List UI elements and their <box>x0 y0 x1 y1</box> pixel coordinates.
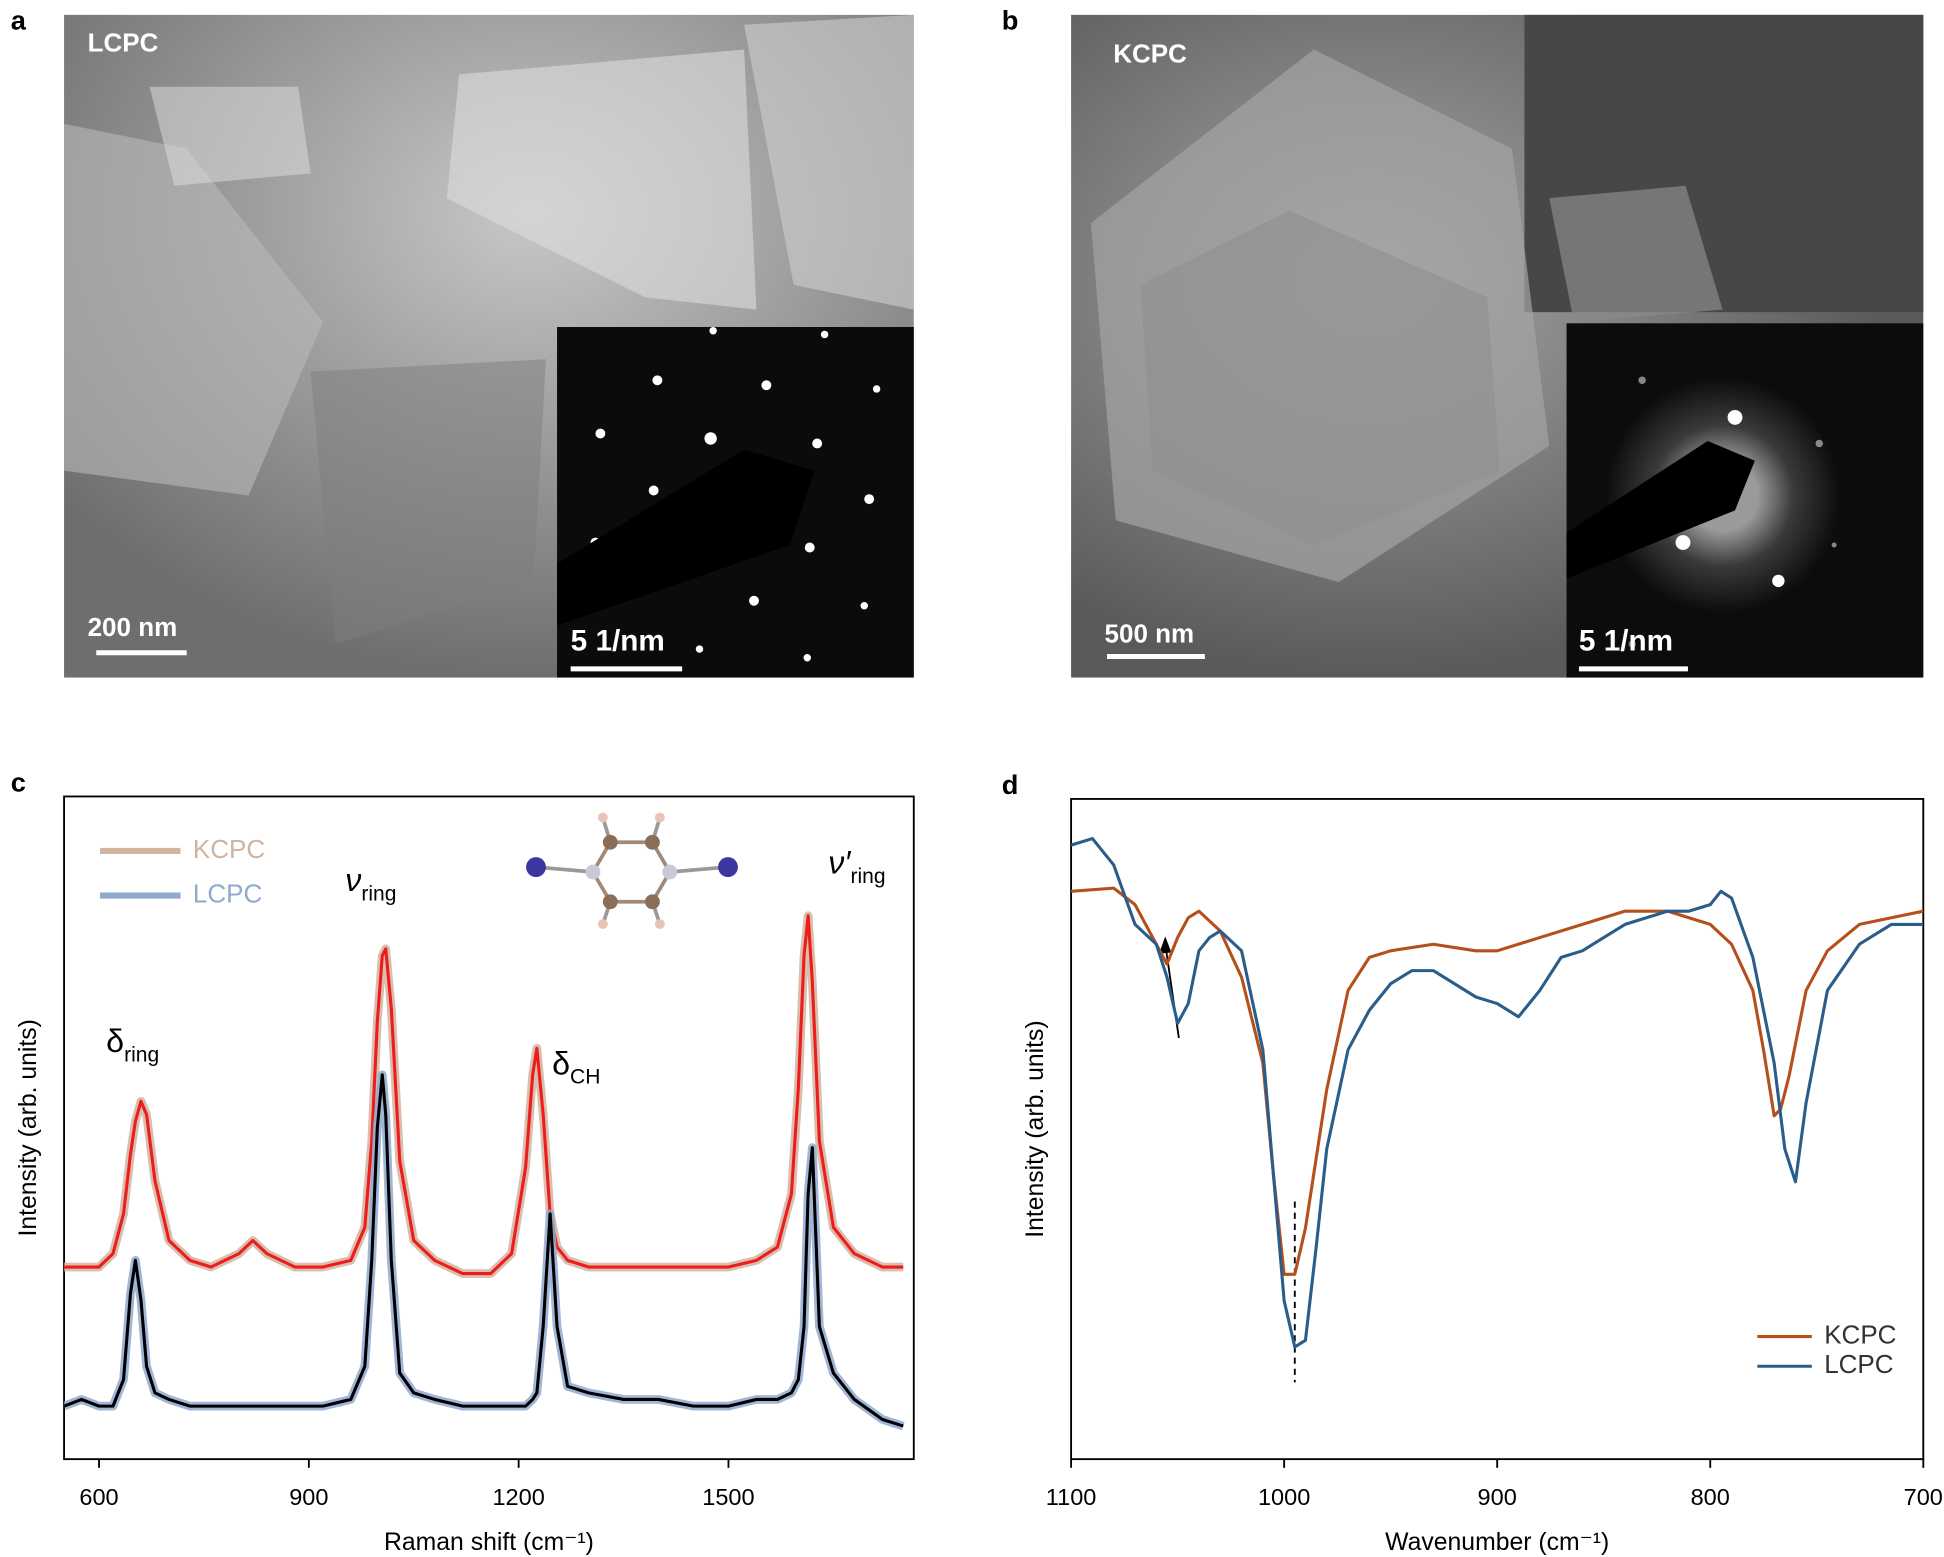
panel-label: c <box>11 766 26 797</box>
x-tick-label: 900 <box>289 1484 328 1510</box>
scale-bar-label: 500 nm <box>1105 618 1195 648</box>
legend-label: KCPC <box>1824 1319 1896 1349</box>
peak-annotation: δCH <box>552 1045 600 1088</box>
annotation-symbol: δ <box>106 1022 124 1058</box>
x-tick-label: 800 <box>1691 1484 1730 1510</box>
scale-bar-label: 5 1/nm <box>571 625 665 658</box>
scale-bar-label: 200 nm <box>88 612 178 642</box>
sample-label: KCPC <box>1113 39 1187 69</box>
raw-line <box>64 911 904 1278</box>
annotation-symbol: δ <box>552 1045 570 1081</box>
legend-label: LCPC <box>1824 1349 1893 1379</box>
panel-label: a <box>11 4 27 35</box>
smoothed-line <box>64 914 904 1276</box>
series-line <box>1071 837 1924 1349</box>
peak-annotation: δring <box>106 1022 159 1065</box>
y-axis-label: Intensity (arb. units) <box>15 1019 42 1236</box>
annotation-subscript: ring <box>361 882 396 905</box>
plot-frame <box>63 795 915 1461</box>
x-tick-label: 900 <box>1478 1484 1517 1510</box>
annotation-symbol: ν′ <box>828 844 851 880</box>
x-axis-label: Raman shift (cm⁻¹) <box>384 1529 594 1556</box>
x-tick-label: 1200 <box>492 1484 544 1510</box>
sample-label: LCPC <box>88 27 159 57</box>
peak-annotation: ν′ring <box>828 844 885 887</box>
x-tick-label: 1000 <box>1258 1484 1310 1510</box>
panel-label: d <box>1002 769 1019 800</box>
annotation-subscript: ring <box>850 865 885 888</box>
annotation-subscript: ring <box>124 1043 159 1066</box>
annotation-subscript: CH <box>570 1065 600 1088</box>
series-line <box>1071 886 1924 1276</box>
x-tick-label: 1100 <box>1046 1484 1097 1510</box>
panel-label: b <box>1002 4 1019 35</box>
x-tick-label: 600 <box>79 1484 118 1510</box>
smoothed-line <box>64 1073 904 1428</box>
x-axis-label: Wavenumber (cm⁻¹) <box>1385 1529 1609 1556</box>
legend-label: KCPC <box>193 834 265 864</box>
micrograph-a <box>64 14 914 678</box>
micrograph-b <box>1071 14 1924 678</box>
scale-bar-label: 5 1/nm <box>1579 625 1673 658</box>
plot-frame <box>1070 798 1925 1461</box>
x-tick-label: 700 <box>1904 1484 1943 1510</box>
x-tick-label: 1500 <box>702 1484 754 1510</box>
molecule-icon <box>526 812 738 929</box>
y-axis-label: Intensity (arb. units) <box>1022 1020 1049 1237</box>
peak-annotation: νring <box>345 861 396 904</box>
annotation-symbol: ν <box>345 861 361 897</box>
legend-label: LCPC <box>193 878 262 908</box>
